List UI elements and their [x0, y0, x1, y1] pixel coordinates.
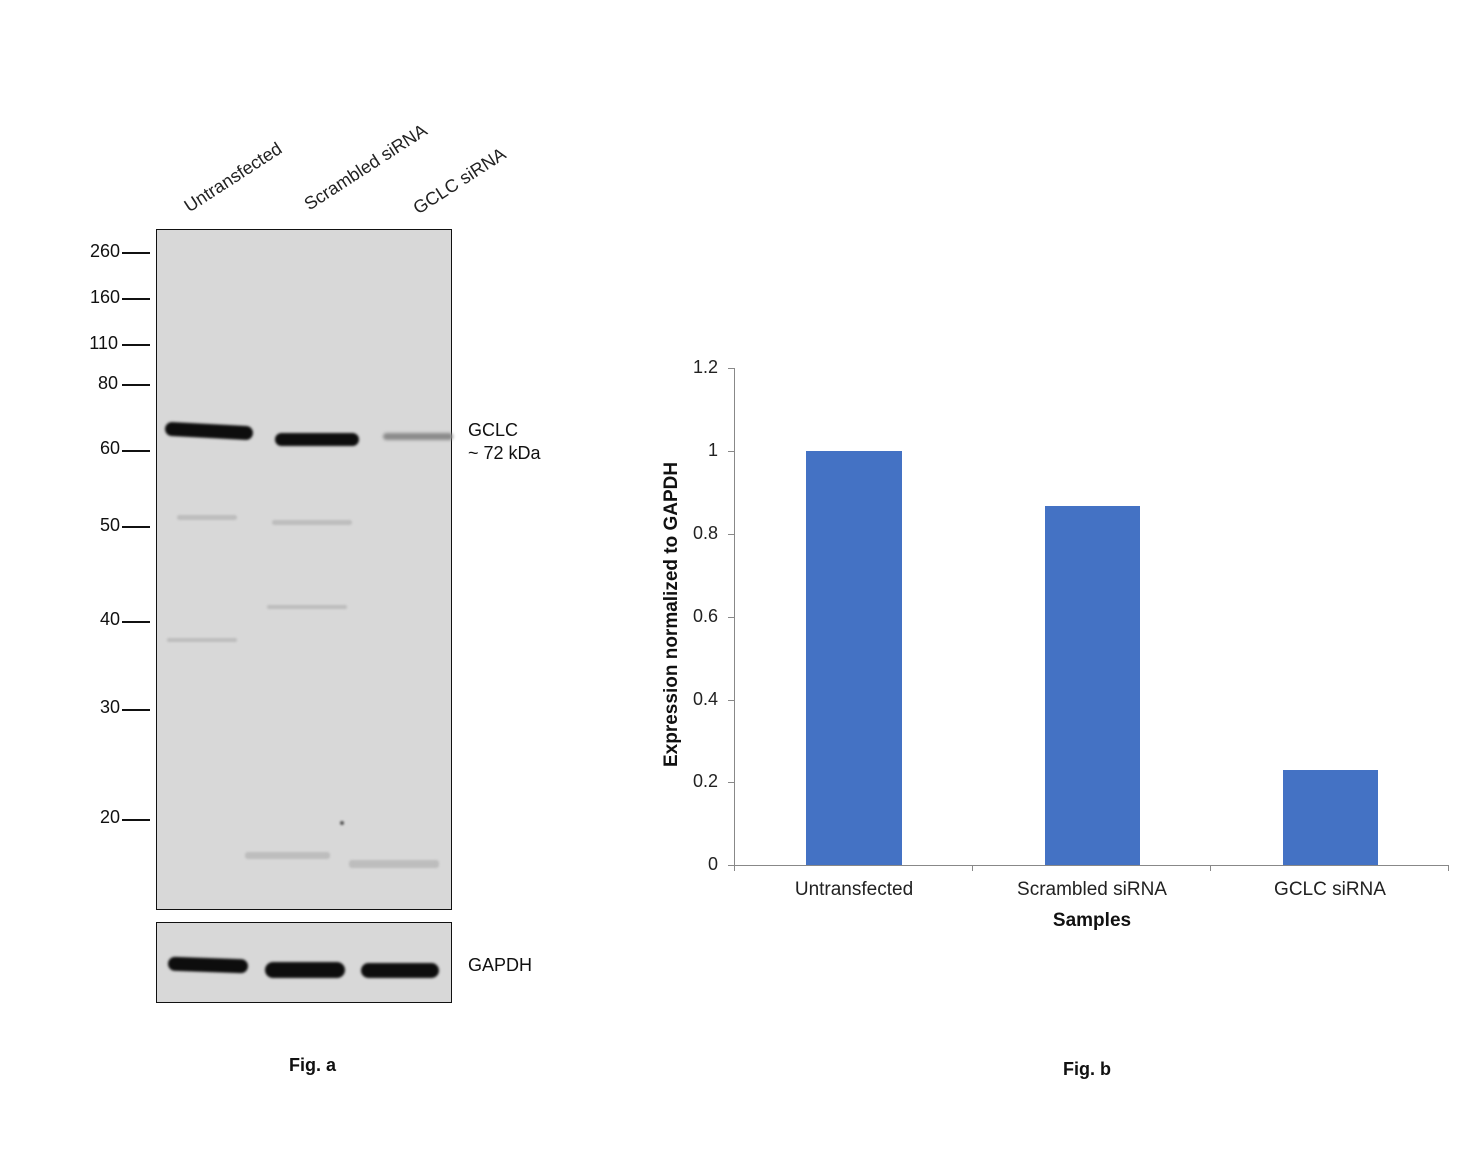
mw-tick — [122, 344, 150, 346]
x-axis-title: Samples — [1052, 910, 1132, 931]
fig-b-caption: Fig. b — [1063, 1059, 1111, 1079]
mw-tick — [122, 298, 150, 300]
x-axis — [734, 865, 1449, 866]
x-category-label: GCLC siRNA — [1274, 879, 1386, 900]
y-tick-label: 0.8 — [692, 523, 718, 543]
gapdh-blot-panel — [156, 922, 452, 1003]
mw-label-260: 260 — [89, 241, 120, 261]
y-tick — [728, 451, 734, 452]
x-tick — [1210, 865, 1211, 871]
mw-tick — [122, 384, 150, 386]
y-tick-label: 1 — [707, 440, 718, 460]
background-smear — [267, 605, 347, 609]
bar-untransfected — [806, 451, 902, 865]
mw-tick — [122, 621, 150, 623]
gapdh-band-untransfected — [167, 956, 249, 974]
gapdh-band-scrambled-sirna — [265, 962, 345, 978]
mw-label-20: 20 — [99, 807, 120, 827]
lane-label-gclc-sirna: GCLC siRNA — [409, 143, 510, 219]
x-tick — [1448, 865, 1449, 871]
bar-gclc-sirna — [1283, 770, 1378, 865]
gclc-band-untransfected — [164, 421, 254, 441]
y-tick-label: 0 — [707, 854, 718, 874]
lane-label-untransfected: Untransfected — [180, 138, 286, 217]
target-name: GCLC — [468, 420, 519, 440]
loading-control-label: GAPDH — [468, 955, 533, 975]
y-tick — [728, 534, 734, 535]
y-tick — [728, 865, 734, 866]
x-category-label: Scrambled siRNA — [1017, 879, 1167, 900]
x-tick — [734, 865, 735, 871]
y-tick — [728, 617, 734, 618]
mw-label-110: 110 — [89, 333, 118, 353]
bar-scrambled-sirna — [1045, 506, 1140, 865]
target-size: ~ 72 kDa — [468, 443, 541, 463]
y-tick-label: 1.2 — [692, 357, 718, 377]
y-axis — [734, 368, 735, 866]
mw-label-60: 60 — [99, 438, 120, 458]
target-protein-label: GCLC ~ 72 kDa — [468, 419, 541, 465]
gclc-band-gclc-sirna — [383, 433, 453, 440]
mw-label-160: 160 — [89, 287, 120, 307]
mw-tick — [122, 819, 150, 821]
background-dot — [340, 821, 344, 825]
gclc-band-scrambled-sirna — [275, 433, 359, 446]
gapdh-band-gclc-sirna — [361, 963, 439, 978]
mw-tick — [122, 252, 150, 254]
mw-label-30: 30 — [99, 697, 120, 717]
background-smear — [272, 520, 352, 525]
y-tick — [728, 700, 734, 701]
gclc-blot-panel — [156, 229, 453, 910]
background-smear — [167, 638, 237, 642]
fig-a-caption: Fig. a — [289, 1055, 337, 1075]
mw-tick — [122, 450, 150, 452]
x-category-label: Untransfected — [794, 879, 914, 900]
background-smear — [177, 515, 237, 520]
mw-tick — [122, 709, 150, 711]
mw-label-50: 50 — [99, 515, 120, 535]
background-smear — [349, 860, 439, 868]
mw-label-80: 80 — [97, 373, 118, 393]
mw-label-40: 40 — [99, 609, 120, 629]
y-tick — [728, 782, 734, 783]
y-tick-label: 0.4 — [692, 689, 718, 709]
background-smear — [245, 852, 330, 859]
x-tick — [972, 865, 973, 871]
y-tick-label: 0.2 — [692, 771, 718, 791]
y-tick-label: 0.6 — [692, 606, 718, 626]
y-tick — [728, 368, 734, 369]
mw-tick — [122, 526, 150, 528]
